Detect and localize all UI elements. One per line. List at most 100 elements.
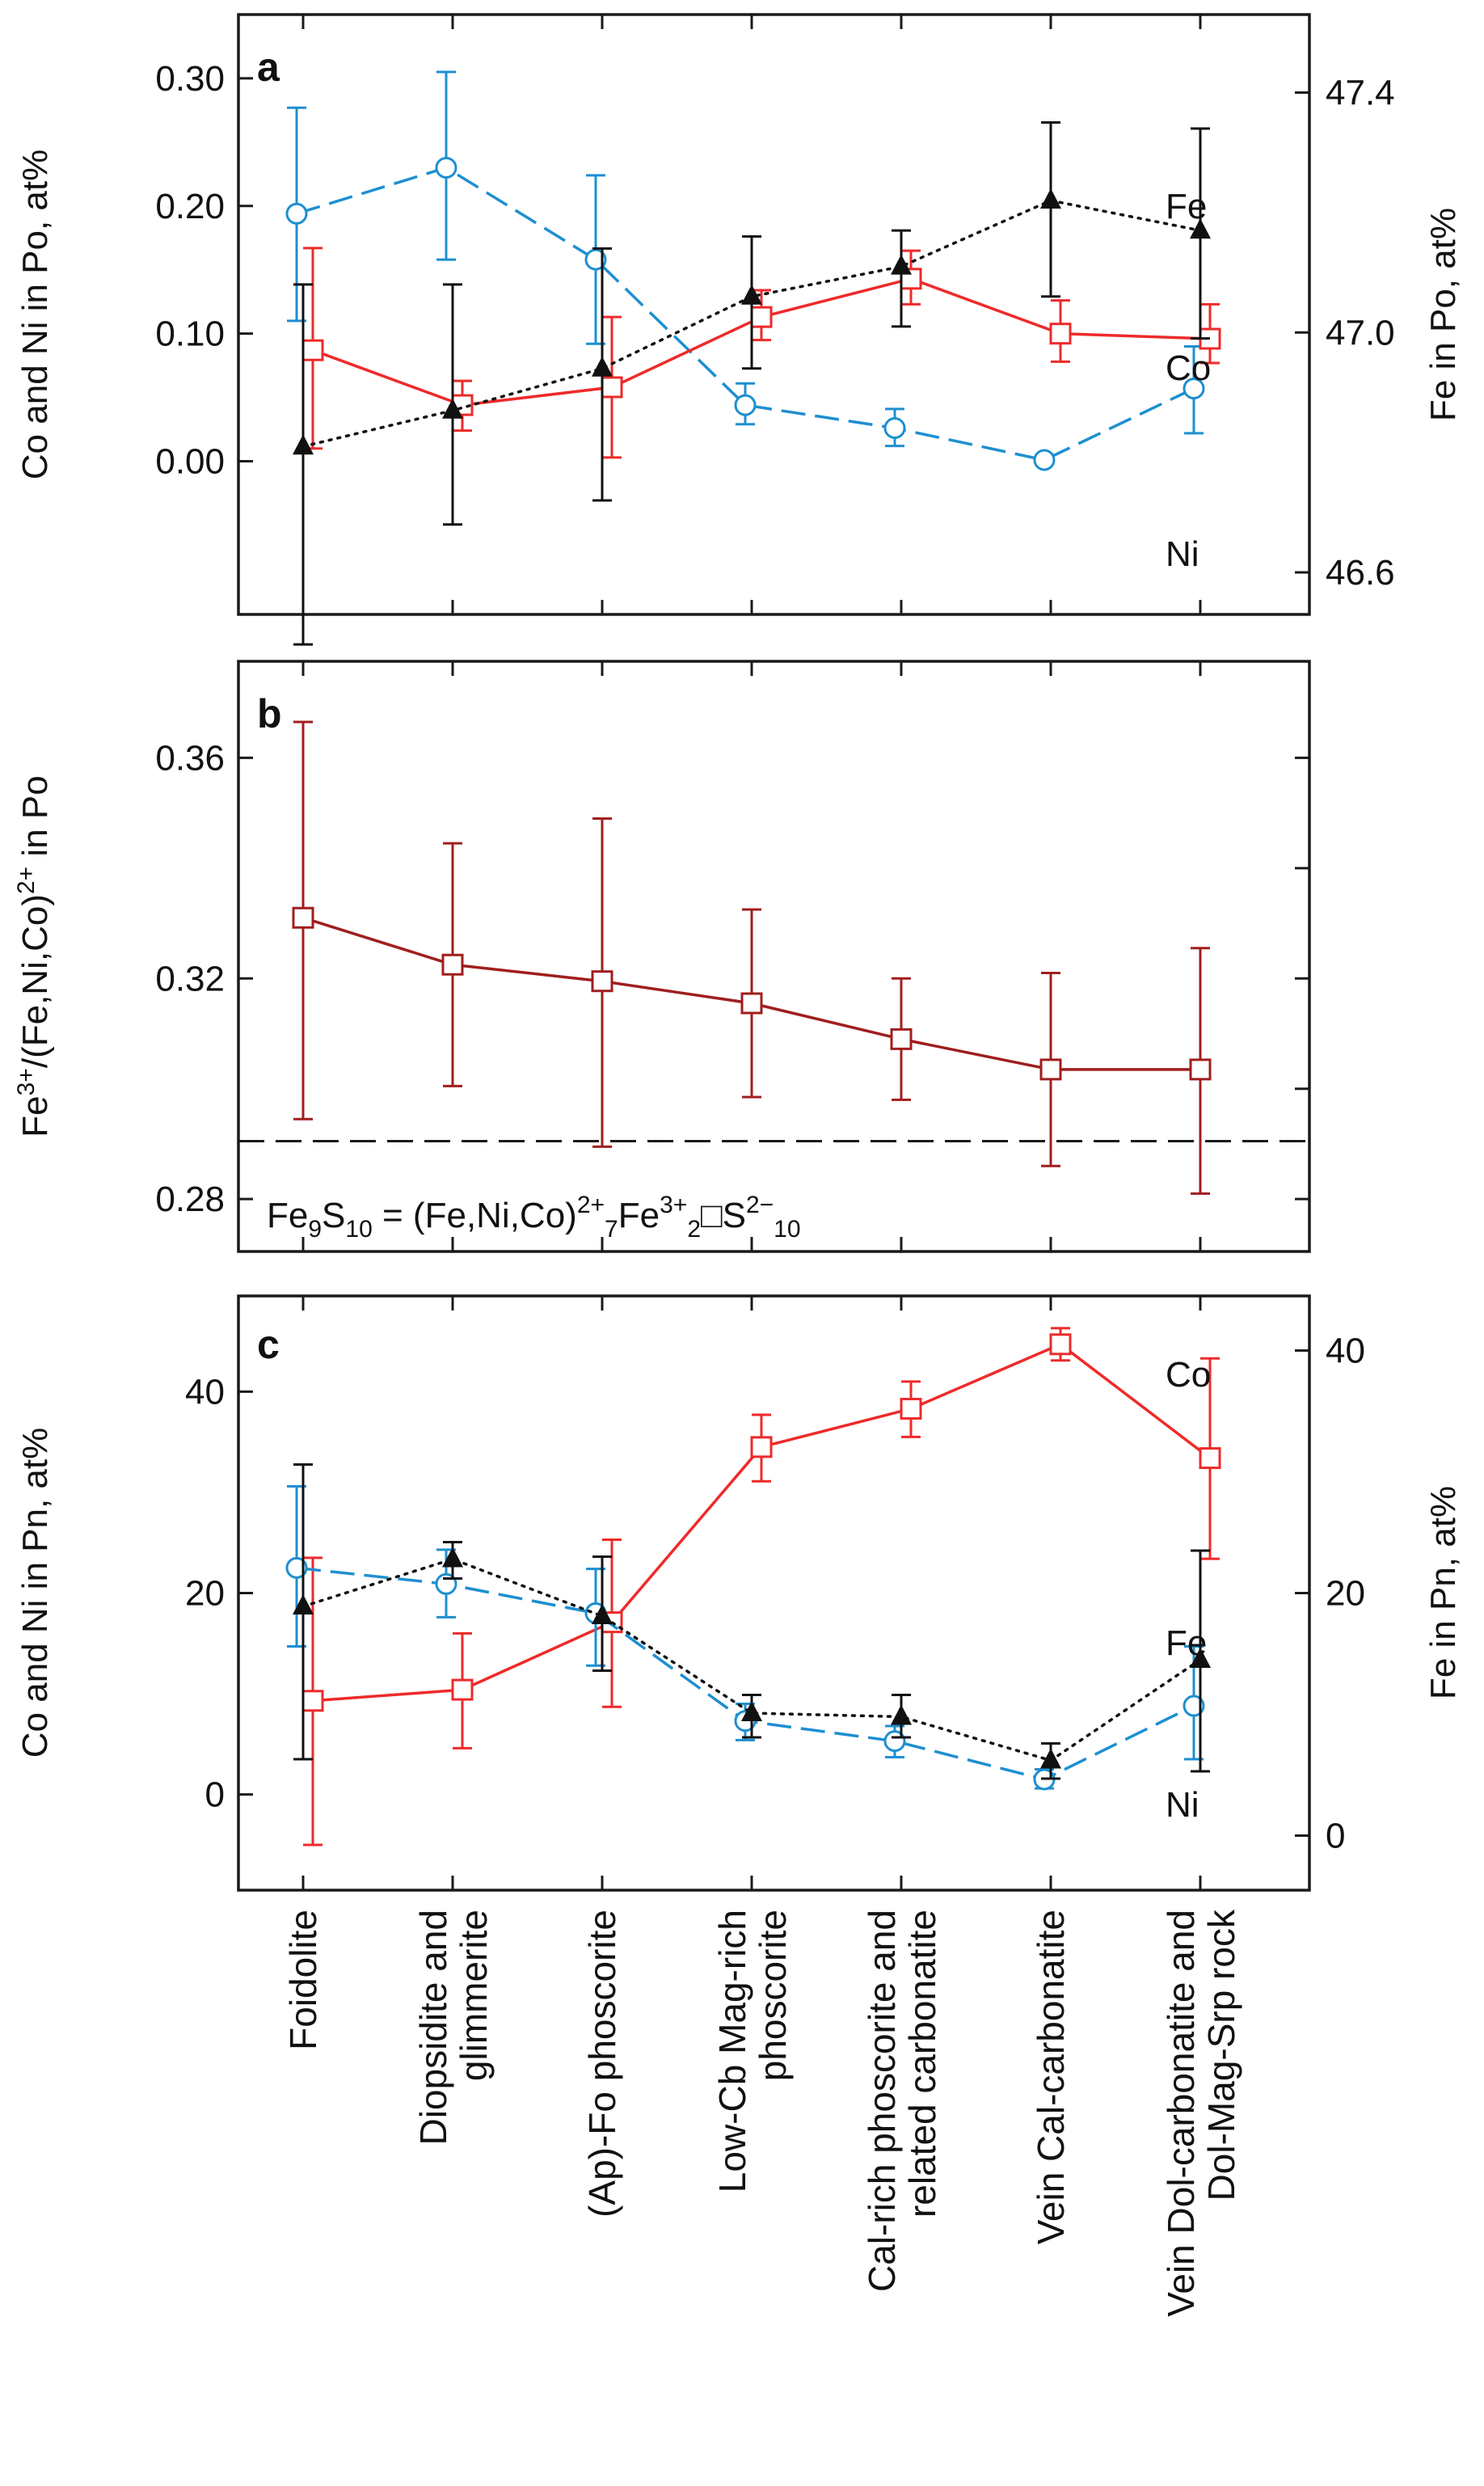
x-category-label: Vein Cal-carbonatite (1030, 1910, 1072, 2244)
y2-tick-label: 47.4 (1326, 73, 1395, 112)
marker-circle (285, 202, 308, 225)
data-point (1183, 344, 1205, 435)
marker-triangle (592, 1604, 613, 1624)
data-point (1190, 127, 1211, 340)
panel-a-ticks: 0.00 0.10 0.20 0.30 46.6 47.0 47.4 (155, 15, 1395, 614)
panel-c-ticks: 0 20 40 0 20 40 (185, 1296, 1365, 1890)
data-point (442, 1541, 463, 1580)
data-point (1040, 1742, 1061, 1780)
marker-square (750, 1436, 773, 1458)
data-point (900, 1380, 922, 1438)
data-point (292, 720, 314, 1121)
marker-circle (883, 417, 906, 440)
y-tick-label: 0.28 (155, 1180, 225, 1219)
data-point (1199, 1357, 1221, 1560)
data-point (601, 315, 623, 459)
panel-b-ylabel: Fe3+/(Fe,Ni,Co)2+ in Po (13, 775, 55, 1137)
y-tick-label: 0.30 (155, 59, 225, 99)
series-label-fe-a: Fe (1166, 187, 1207, 226)
y-tick-label: 20 (185, 1574, 225, 1614)
y-tick-label: 0.36 (155, 738, 225, 778)
data-point (293, 1463, 314, 1761)
marker-square (890, 1028, 913, 1050)
x-category-label: Foidolite (282, 1910, 324, 2050)
series-label-ni-c: Ni (1166, 1785, 1199, 1825)
data-point (740, 908, 763, 1099)
marker-triangle (293, 434, 314, 455)
data-point (883, 407, 906, 448)
marker-triangle (1040, 1748, 1061, 1769)
panel-a-ylabel: Co and Ni in Po, at% (15, 150, 55, 479)
x-category-label: Diopsidite andglimmerite (412, 1910, 495, 2146)
data-point (741, 235, 762, 370)
y-tick-label: 0.10 (155, 314, 225, 354)
panel-c-label: c (257, 1322, 280, 1367)
marker-triangle (891, 1704, 912, 1725)
data-point (750, 1413, 773, 1483)
data-point (734, 382, 757, 426)
series-line-co (312, 1342, 1212, 1703)
panel-c-ylabel-right: Fe in Pn, at% (1423, 1486, 1463, 1699)
series-label-co-c: Co (1166, 1355, 1211, 1395)
panel-a-frame (237, 13, 1311, 616)
data-point (900, 249, 922, 306)
series-line-ni (296, 1566, 1195, 1781)
marker-square (1049, 1333, 1072, 1356)
marker-square (740, 992, 763, 1015)
marker-square (1049, 323, 1072, 345)
marker-triangle (592, 356, 613, 377)
data-point (1189, 947, 1212, 1195)
marker-square (1039, 1058, 1062, 1081)
marker-square (601, 376, 623, 399)
data-point (591, 817, 613, 1148)
data-point (584, 174, 607, 345)
panel-b-ticks: 0.28 0.32 0.36 (155, 661, 1309, 1251)
marker-triangle (1190, 218, 1211, 239)
data-point (1049, 299, 1072, 363)
y-tick-label: 40 (185, 1372, 225, 1412)
panel-b-label: b (257, 691, 282, 737)
x-category-label: (Ap)-Fo phoscorite (581, 1910, 623, 2218)
data-point (442, 283, 463, 526)
marker-triangle (293, 1594, 314, 1614)
data-point (891, 1694, 912, 1739)
marker-circle (1183, 378, 1205, 400)
formula-fe9s10: Fe9S10 = (Fe,Ni,Co)2+7Fe3+2□S2−10 (267, 1192, 801, 1243)
data-point (441, 842, 464, 1087)
y-tick-label: 0.32 (155, 959, 225, 998)
data-point (435, 70, 457, 261)
data-point (301, 247, 324, 450)
data-point (891, 229, 912, 328)
marker-square (441, 953, 464, 976)
data-point (451, 1631, 474, 1749)
marker-triangle (1190, 1648, 1211, 1668)
data-point (293, 283, 314, 646)
data-point (1039, 971, 1062, 1167)
data-point (1190, 1549, 1211, 1773)
series-label-fe-c: Fe (1166, 1623, 1207, 1663)
panel-c-plot (285, 1327, 1221, 1847)
y2-tick-label: 20 (1326, 1574, 1365, 1614)
marker-triangle (891, 254, 912, 275)
series-label-co-a: Co (1166, 348, 1211, 388)
marker-square (301, 1690, 324, 1712)
y2-tick-label: 47.0 (1326, 313, 1395, 352)
marker-circle (435, 156, 457, 179)
marker-triangle (1040, 188, 1061, 209)
x-category-label: Cal-rich phoscorite andrelated carbonati… (861, 1910, 943, 2292)
data-point (301, 1556, 324, 1847)
marker-triangle (741, 284, 762, 305)
marker-circle (1033, 449, 1056, 471)
data-point (1049, 1327, 1072, 1362)
panel-c-ylabel: Co and Ni in Pn, at% (15, 1428, 55, 1758)
marker-square (900, 1398, 922, 1420)
panel-c-frame (237, 1294, 1311, 1892)
y-tick-label: 0.20 (155, 187, 225, 226)
data-point (890, 977, 913, 1101)
data-point (1033, 449, 1056, 471)
data-point (741, 1694, 762, 1739)
x-category-label: Low-Cb Mag-richphoscorite (711, 1910, 794, 2193)
marker-circle (584, 248, 607, 271)
marker-square (1199, 1447, 1221, 1470)
